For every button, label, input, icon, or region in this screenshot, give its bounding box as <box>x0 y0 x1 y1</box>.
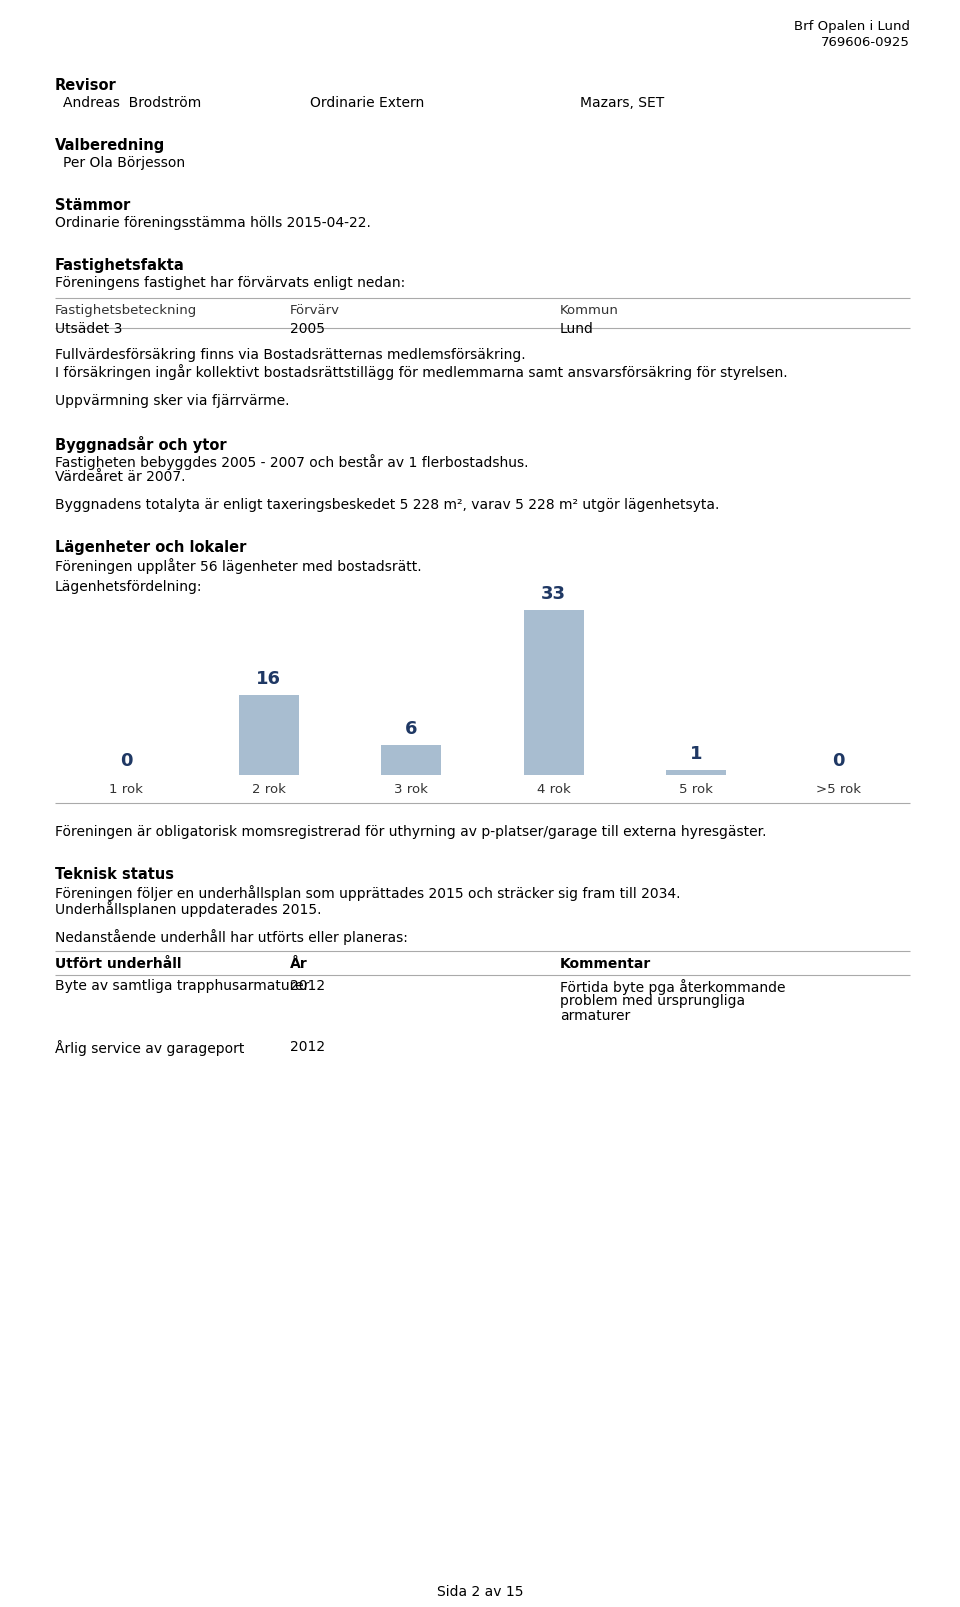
Text: 6: 6 <box>405 720 418 738</box>
Text: Föreningen upplåter 56 lägenheter med bostadsrätt.: Föreningen upplåter 56 lägenheter med bo… <box>55 558 421 574</box>
Text: 5 rok: 5 rok <box>680 783 713 795</box>
Text: Valberedning: Valberedning <box>55 138 165 153</box>
Text: Utfört underhåll: Utfört underhåll <box>55 958 181 971</box>
Bar <box>239 694 299 775</box>
Text: 1 rok: 1 rok <box>109 783 143 795</box>
Text: problem med ursprungliga: problem med ursprungliga <box>560 995 745 1008</box>
Text: Brf Opalen i Lund: Brf Opalen i Lund <box>794 19 910 34</box>
Text: Årlig service av garageport: Årlig service av garageport <box>55 1040 245 1056</box>
Text: Kommentar: Kommentar <box>560 958 651 971</box>
Text: Lund: Lund <box>560 321 594 336</box>
Text: Sida 2 av 15: Sida 2 av 15 <box>437 1585 523 1599</box>
Text: Mazars, SET: Mazars, SET <box>580 96 664 109</box>
Text: 1: 1 <box>690 746 703 763</box>
Text: Föreningens fastighet har förvärvats enligt nedan:: Föreningens fastighet har förvärvats enl… <box>55 276 405 289</box>
Text: 3 rok: 3 rok <box>395 783 428 795</box>
Text: 4 rok: 4 rok <box>537 783 570 795</box>
Text: Underhållsplanen uppdaterades 2015.: Underhållsplanen uppdaterades 2015. <box>55 902 322 918</box>
Text: Ordinarie Extern: Ordinarie Extern <box>310 96 424 109</box>
Text: 2012: 2012 <box>290 1040 325 1054</box>
Text: 2005: 2005 <box>290 321 325 336</box>
Text: Värdeåret är 2007.: Värdeåret är 2007. <box>55 469 185 484</box>
Bar <box>381 746 442 775</box>
Text: Fullvärdesförsäkring finns via Bostadsrätternas medlemsförsäkring.: Fullvärdesförsäkring finns via Bostadsrä… <box>55 349 526 362</box>
Text: Revisor: Revisor <box>55 79 117 93</box>
Text: Föreningen är obligatorisk momsregistrerad för uthyrning av p-platser/garage til: Föreningen är obligatorisk momsregistrer… <box>55 824 766 839</box>
Text: 16: 16 <box>256 670 281 688</box>
Text: Byggnadsår och ytor: Byggnadsår och ytor <box>55 435 227 453</box>
Text: Lägenheter och lokaler: Lägenheter och lokaler <box>55 540 247 554</box>
Text: Fastighetsbeteckning: Fastighetsbeteckning <box>55 304 197 317</box>
Bar <box>524 611 584 775</box>
Text: 33: 33 <box>541 585 566 603</box>
Text: Fastigheten bebyggdes 2005 - 2007 och består av 1 flerbostadshus.: Fastigheten bebyggdes 2005 - 2007 och be… <box>55 455 529 469</box>
Text: Föreningen följer en underhållsplan som upprättades 2015 och sträcker sig fram t: Föreningen följer en underhållsplan som … <box>55 885 681 902</box>
Text: Kommun: Kommun <box>560 304 619 317</box>
Text: Stämmor: Stämmor <box>55 198 131 214</box>
Text: 769606-0925: 769606-0925 <box>821 35 910 48</box>
Text: Per Ola Börjesson: Per Ola Börjesson <box>63 156 185 170</box>
Text: Andreas  Brodström: Andreas Brodström <box>63 96 202 109</box>
Bar <box>666 770 726 775</box>
Text: Lägenhetsfördelning:: Lägenhetsfördelning: <box>55 580 203 595</box>
Text: 2012: 2012 <box>290 979 325 993</box>
Text: 0: 0 <box>832 752 845 770</box>
Text: Utsädet 3: Utsädet 3 <box>55 321 122 336</box>
Text: Förvärv: Förvärv <box>290 304 340 317</box>
Text: armaturer: armaturer <box>560 1009 631 1024</box>
Text: Teknisk status: Teknisk status <box>55 868 174 882</box>
Text: År: År <box>290 958 308 971</box>
Text: I försäkringen ingår kollektivt bostadsrättstillägg för medlemmarna samt ansvars: I försäkringen ingår kollektivt bostadsr… <box>55 365 787 379</box>
Text: >5 rok: >5 rok <box>816 783 861 795</box>
Text: Uppvärmning sker via fjärrvärme.: Uppvärmning sker via fjärrvärme. <box>55 394 290 408</box>
Text: 2 rok: 2 rok <box>252 783 286 795</box>
Text: 0: 0 <box>120 752 132 770</box>
Text: Byte av samtliga trapphusarmaturer: Byte av samtliga trapphusarmaturer <box>55 979 309 993</box>
Text: Byggnadens totalyta är enligt taxeringsbeskedet 5 228 m², varav 5 228 m² utgör l: Byggnadens totalyta är enligt taxeringsb… <box>55 498 719 513</box>
Text: Förtida byte pga återkommande: Förtida byte pga återkommande <box>560 979 785 995</box>
Text: Nedanstående underhåll har utförts eller planeras:: Nedanstående underhåll har utförts eller… <box>55 929 408 945</box>
Text: Fastighetsfakta: Fastighetsfakta <box>55 259 184 273</box>
Text: Ordinarie föreningsstämma hölls 2015-04-22.: Ordinarie föreningsstämma hölls 2015-04-… <box>55 215 371 230</box>
